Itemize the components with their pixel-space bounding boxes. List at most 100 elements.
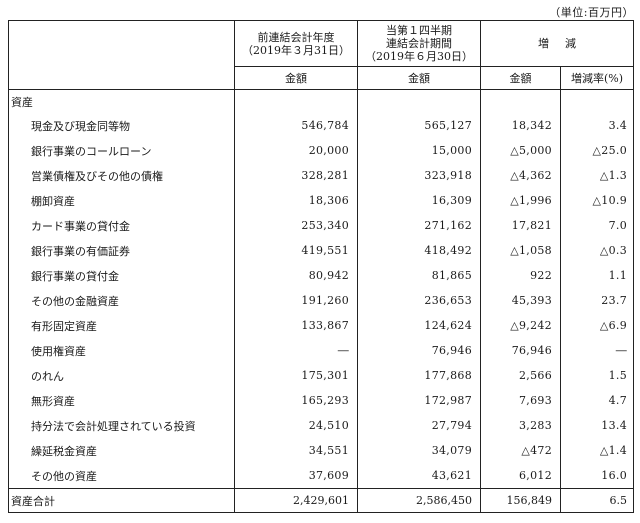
row-curr-value: 27,794 (357, 413, 481, 438)
table-row: 棚卸資産 18,306 16,309 △1,996 △10.9 (8, 188, 634, 213)
row-label: のれん (8, 363, 235, 388)
row-change-rate: 7.0 (608, 219, 627, 232)
total-curr-value: 2,586,450 (357, 488, 481, 513)
row-label: 使用権資産 (8, 338, 235, 363)
row-prev-value: 80,942 (234, 263, 358, 288)
row-curr-value: 16,309 (357, 188, 481, 213)
row-label: その他の金融資産 (8, 288, 235, 313)
header-label-cell (8, 20, 235, 90)
row-prev-value: 165,293 (234, 388, 358, 413)
row-change-rate: △1.3 (599, 169, 627, 182)
table-row: その他の資産 37,609 43,621 6,012 16.0 (8, 463, 634, 489)
row-change-value: 922 (480, 263, 561, 288)
unit-note: （単位:百万円） (549, 6, 634, 19)
table-row: 銀行事業のコールローン 20,000 15,000 △5,000 △25.0 (8, 138, 634, 163)
row-label: 営業債権及びその他の債権 (8, 163, 235, 188)
table-row: 営業債権及びその他の債権 328,281 323,918 △4,362 △1.3 (8, 163, 634, 188)
header-prev-amount: 金額 (234, 66, 358, 90)
row-curr-value: 15,000 (357, 138, 481, 163)
row-prev-value: 18,306 (234, 188, 358, 213)
row-label: 有形固定資産 (8, 313, 235, 338)
section-title: 資産 (8, 89, 235, 113)
table-row: のれん 175,301 177,868 2,566 1.5 (8, 363, 634, 388)
row-prev-value: 133,867 (234, 313, 358, 338)
row-change-value: △4,362 (480, 163, 561, 188)
row-prev-value: 175,301 (234, 363, 358, 388)
row-label: 銀行事業の貸付金 (8, 263, 235, 288)
row-curr-value: 236,653 (357, 288, 481, 313)
header-prev-period: 前連結会計年度 （2019年３月31日） (234, 20, 358, 67)
row-prev-value: 546,784 (234, 113, 358, 138)
row-change-rate: ― (615, 344, 627, 357)
table-row: 現金及び現金同等物 546,784 565,127 18,342 3.4 (8, 113, 634, 138)
row-change-value: 18,342 (480, 113, 561, 138)
row-change-rate: 3.4 (608, 119, 627, 132)
row-change-rate: 16.0 (601, 469, 627, 482)
row-prev-value: 34,551 (234, 438, 358, 463)
row-label: 繰延税金資産 (8, 438, 235, 463)
row-curr-value: 271,162 (357, 213, 481, 238)
row-change-rate: 4.7 (608, 394, 627, 407)
row-curr-value: 323,918 (357, 163, 481, 188)
row-curr-value: 124,624 (357, 313, 481, 338)
row-label: 持分法で会計処理されている投資 (8, 413, 235, 438)
row-change-value: △5,000 (480, 138, 561, 163)
table-row: その他の金融資産 191,260 236,653 45,393 23.7 (8, 288, 634, 313)
table-row: 無形資産 165,293 172,987 7,693 4.7 (8, 388, 634, 413)
row-change-rate: 13.4 (601, 419, 627, 432)
header-curr-amount: 金額 (357, 66, 481, 90)
row-change-rate: △0.3 (599, 244, 627, 257)
row-prev-value: 24,510 (234, 413, 358, 438)
row-change-rate: 1.1 (608, 269, 627, 282)
table-row: 使用権資産 ― 76,946 76,946 ― (8, 338, 634, 363)
row-change-rate: △10.9 (592, 194, 627, 207)
total-row: 資産合計 2,429,601 2,586,450 156,849 6.5 (8, 488, 634, 513)
row-prev-value: 253,340 (234, 213, 358, 238)
table-row: カード事業の貸付金 253,340 271,162 17,821 7.0 (8, 213, 634, 238)
row-label: 棚卸資産 (8, 188, 235, 213)
row-change-rate: △1.4 (599, 444, 627, 457)
table-row: 銀行事業の有価証券 419,551 418,492 △1,058 △0.3 (8, 238, 634, 263)
row-label: カード事業の貸付金 (8, 213, 235, 238)
header-change-rate: 増減率(%) (560, 66, 634, 90)
row-change-value: △9,242 (480, 313, 561, 338)
row-prev-value: 20,000 (234, 138, 358, 163)
table-row: 繰延税金資産 34,551 34,079 △472 △1.4 (8, 438, 634, 463)
table-row: 銀行事業の貸付金 80,942 81,865 922 1.1 (8, 263, 634, 288)
header-change: 増減 (480, 20, 634, 67)
row-curr-value: 177,868 (357, 363, 481, 388)
row-change-value: 3,283 (480, 413, 561, 438)
row-change-rate: 23.7 (601, 294, 627, 307)
row-label: 無形資産 (8, 388, 235, 413)
row-label: 現金及び現金同等物 (8, 113, 235, 138)
section-row-assets: 資産 (8, 89, 634, 113)
row-curr-value: 43,621 (357, 463, 481, 489)
total-label: 資産合計 (8, 488, 235, 513)
row-change-value: 17,821 (480, 213, 561, 238)
total-prev-value: 2,429,601 (234, 488, 358, 513)
row-change-value: 7,693 (480, 388, 561, 413)
row-change-value: △1,996 (480, 188, 561, 213)
header-change-amount: 金額 (480, 66, 561, 90)
total-change-value: 156,849 (480, 488, 561, 513)
row-curr-value: 172,987 (357, 388, 481, 413)
row-change-value: △472 (480, 438, 561, 463)
row-prev-value: 191,260 (234, 288, 358, 313)
balance-sheet-table: 前連結会計年度 （2019年３月31日） 当第１四半期 連結会計期間 （2019… (8, 20, 634, 513)
row-change-rate: △6.9 (599, 319, 627, 332)
row-prev-value: ― (234, 338, 358, 363)
total-change-rate: 6.5 (560, 488, 634, 513)
row-label: 銀行事業の有価証券 (8, 238, 235, 263)
row-label: その他の資産 (8, 463, 235, 489)
row-change-rate: △25.0 (592, 144, 627, 157)
header-curr-period: 当第１四半期 連結会計期間 （2019年６月30日） (357, 20, 481, 67)
row-change-rate: 1.5 (608, 369, 627, 382)
row-change-value: 2,566 (480, 363, 561, 388)
row-prev-value: 419,551 (234, 238, 358, 263)
row-change-value: △1,058 (480, 238, 561, 263)
row-change-value: 76,946 (480, 338, 561, 363)
row-change-value: 45,393 (480, 288, 561, 313)
table-row: 有形固定資産 133,867 124,624 △9,242 △6.9 (8, 313, 634, 338)
row-prev-value: 328,281 (234, 163, 358, 188)
row-curr-value: 81,865 (357, 263, 481, 288)
